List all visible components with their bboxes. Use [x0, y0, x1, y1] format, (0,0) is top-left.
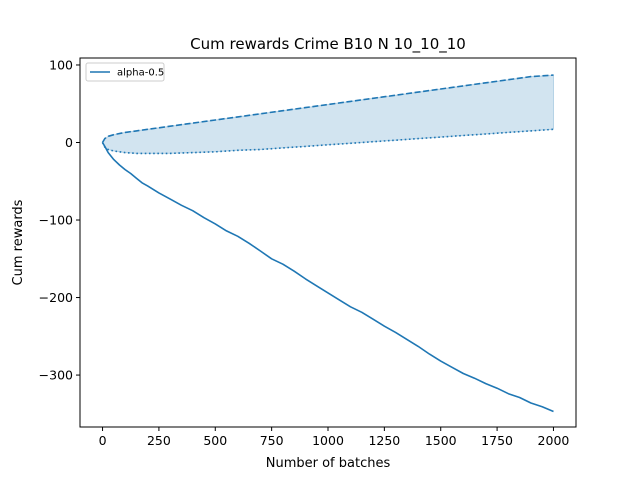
- y-tick-label: −300: [39, 368, 73, 383]
- x-tick-label: 750: [260, 433, 284, 448]
- x-tick-label: 250: [147, 433, 171, 448]
- y-axis: 100 0 −100 −200 −300: [39, 57, 80, 383]
- y-tick-label: −100: [39, 213, 73, 228]
- y-tick-label: 100: [49, 57, 73, 72]
- legend-box: [85, 62, 165, 82]
- x-tick-label: 500: [203, 433, 227, 448]
- x-tick-label: 1000: [312, 433, 344, 448]
- x-tick-label: 1500: [425, 433, 457, 448]
- x-tick-label: 1250: [368, 433, 400, 448]
- legend-label-alpha-0.5: alpha-0.5: [117, 68, 164, 79]
- x-tick-label: 1750: [481, 433, 513, 448]
- x-tick-label: 2000: [538, 433, 570, 448]
- plot-area: [101, 74, 554, 413]
- series-line-dotted: [101, 128, 554, 155]
- chart-title: Cum rewards Crime B10 N 10_10_10: [190, 35, 466, 54]
- y-tick-label: −200: [39, 290, 73, 305]
- x-axis-title: Number of batches: [266, 456, 391, 471]
- x-axis: 0 250 500 750 1000 1250 1500 1750 2000: [99, 427, 570, 448]
- y-axis-title: Cum rewards: [11, 199, 26, 285]
- y-tick-label: 0: [65, 135, 73, 150]
- legend: alpha-0.5: [85, 62, 165, 82]
- series-line-dashed: [101, 74, 554, 143]
- x-tick-label: 0: [99, 433, 107, 448]
- series-line-solid: [101, 142, 554, 413]
